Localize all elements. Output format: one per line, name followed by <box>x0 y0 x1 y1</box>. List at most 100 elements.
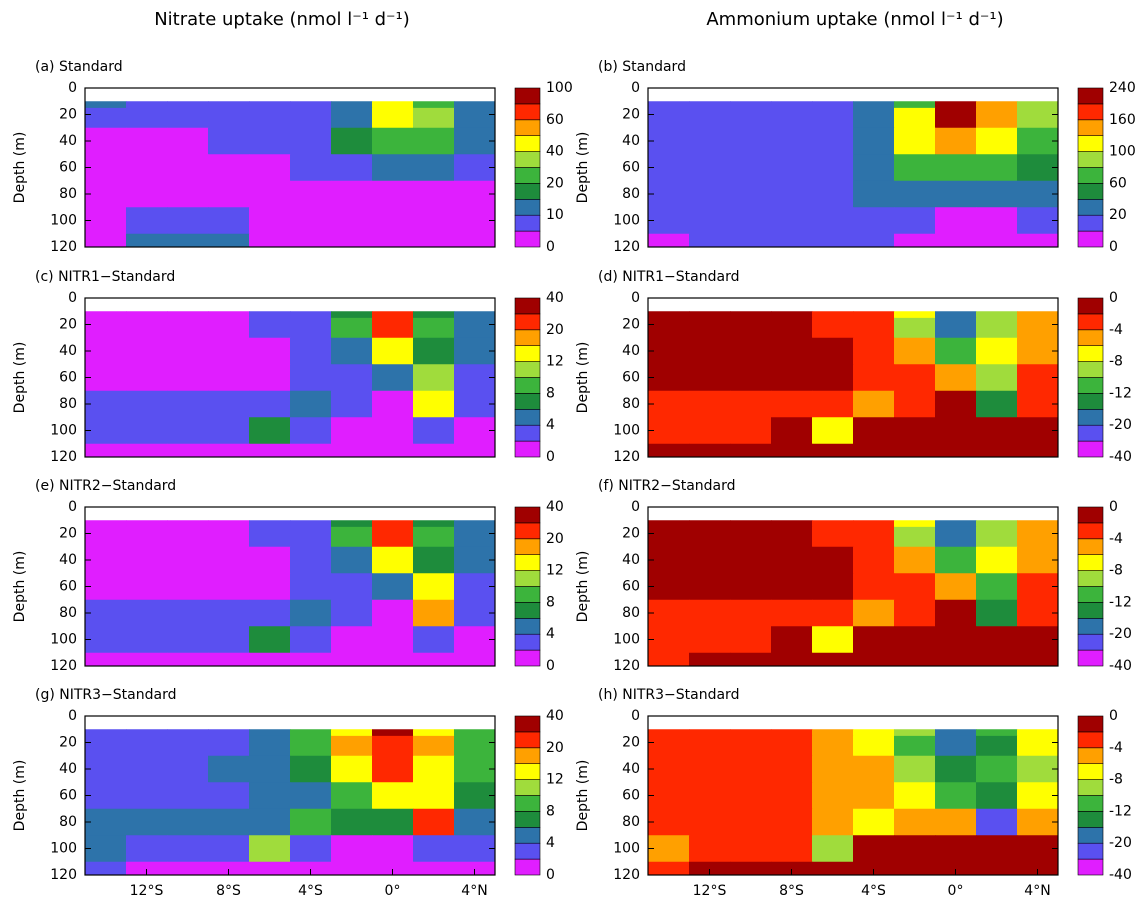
contour-cell <box>976 755 1018 783</box>
colorbar-label: 0 <box>546 239 555 255</box>
contour-cell <box>730 443 772 458</box>
colorbar-box <box>1077 377 1104 394</box>
contour-cell <box>249 364 291 392</box>
contour-cell <box>331 835 373 863</box>
panel-title: (c) NITR1−Standard <box>35 269 175 285</box>
contour-cell <box>1017 364 1059 392</box>
contour-cell <box>208 782 250 810</box>
y-axis-label: Depth (m) <box>12 760 28 832</box>
contour-cell <box>935 652 977 667</box>
contour-cell <box>894 207 936 235</box>
contour-cell <box>853 808 895 836</box>
contour-cell <box>812 599 854 627</box>
contour-cell <box>1017 546 1059 574</box>
contour-cell <box>935 154 977 182</box>
contour-cell <box>812 520 854 528</box>
contour-cell <box>331 729 373 737</box>
colorbar-label: 0 <box>1109 290 1118 306</box>
colorbar-box <box>514 393 541 410</box>
contour-cell <box>126 417 168 445</box>
contour-cell <box>648 755 690 783</box>
contour-cell <box>730 364 772 392</box>
contour-cell <box>648 782 690 810</box>
contour-cell <box>853 546 895 574</box>
contour-cell <box>689 364 731 392</box>
contour-cell <box>894 101 936 109</box>
contour-cell <box>167 443 209 458</box>
contour-cell <box>894 808 936 836</box>
contour-cell <box>935 729 977 737</box>
contour-cell <box>730 107 772 129</box>
colorbar-label: 40 <box>546 708 564 724</box>
contour-cell <box>1017 311 1059 319</box>
y-axis-label: Depth (m) <box>575 132 591 204</box>
contour-cell <box>730 233 772 248</box>
contour-cell <box>894 599 936 627</box>
contour-cell <box>853 520 895 528</box>
y-axis-label: Depth (m) <box>12 342 28 414</box>
y-tick-label: 40 <box>59 343 77 359</box>
colorbar-label: 12 <box>546 354 564 370</box>
y-tick-label: 0 <box>631 708 640 724</box>
colorbar-label: -8 <box>1109 772 1123 788</box>
x-tick-label: 8°S <box>216 883 241 899</box>
contour-cell <box>812 573 854 601</box>
y-tick-label: 20 <box>59 526 77 542</box>
contour-cell <box>331 107 373 129</box>
contour-cell <box>208 107 250 129</box>
y-tick-label: 100 <box>613 632 640 648</box>
contour-cell <box>331 626 373 654</box>
contour-cell <box>372 233 414 248</box>
contour-cell <box>730 735 772 757</box>
y-tick-label: 100 <box>613 423 640 439</box>
y-tick-label: 0 <box>68 290 77 306</box>
contour-cell <box>413 101 455 109</box>
y-tick-label: 20 <box>622 317 640 333</box>
colorbar-box <box>514 506 541 524</box>
contour-cell <box>894 782 936 810</box>
contour-cell <box>648 207 690 235</box>
contour-cell <box>648 573 690 601</box>
contour-cell <box>894 317 936 339</box>
contour-cell <box>167 835 209 863</box>
contour-cell <box>372 626 414 654</box>
contour-cell <box>894 154 936 182</box>
contour-cell <box>812 317 854 339</box>
contour-cell <box>689 390 731 418</box>
contour-cell <box>812 735 854 757</box>
contour-cell <box>689 317 731 339</box>
contour-cell <box>812 782 854 810</box>
contour-cell <box>290 835 332 863</box>
contour-cell <box>771 626 813 654</box>
contour-cell <box>290 337 332 365</box>
y-tick-label: 60 <box>622 788 640 804</box>
colorbar-box <box>514 167 541 184</box>
contour-cell <box>771 861 813 876</box>
contour-cell <box>126 546 168 574</box>
contour-cell <box>290 861 332 876</box>
contour-cell <box>454 735 496 757</box>
colorbar-box <box>1077 440 1104 458</box>
contour-cell <box>454 626 496 654</box>
contour-cell <box>771 311 813 319</box>
contour-cell <box>372 652 414 667</box>
contour-cell <box>167 626 209 654</box>
colorbar-label: 8 <box>546 594 555 610</box>
colorbar-label: 100 <box>546 80 573 96</box>
colorbar-label: -40 <box>1109 449 1132 465</box>
contour-cell <box>689 337 731 365</box>
contour-cell <box>249 101 291 109</box>
contour-cell <box>771 337 813 365</box>
contour-cell <box>1017 317 1059 339</box>
contour-cell <box>771 729 813 737</box>
colorbar-label: -4 <box>1109 322 1123 338</box>
contour-cell <box>853 573 895 601</box>
contour-cell <box>1017 127 1059 155</box>
contour-cell <box>372 107 414 129</box>
contour-cell <box>853 390 895 418</box>
contour-cell <box>771 835 813 863</box>
contour-cell <box>1017 154 1059 182</box>
contour-cell <box>167 735 209 757</box>
contour-cell <box>372 782 414 810</box>
contour-cell <box>167 127 209 155</box>
